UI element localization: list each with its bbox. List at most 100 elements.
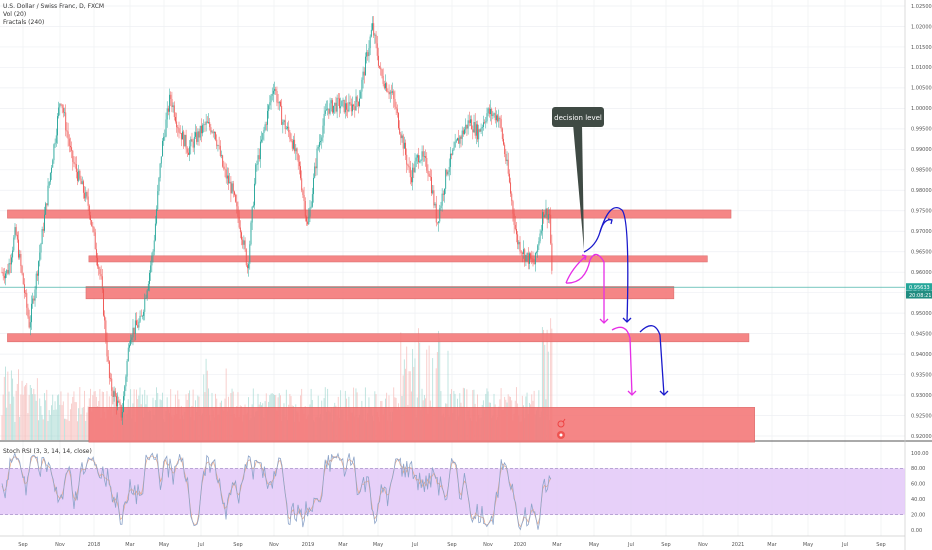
candle-body	[340, 106, 342, 109]
rsi-axis[interactable]: 100.00 80.00 60.00 40.00 20.00 0.00	[911, 451, 929, 534]
price-tick-label: 0.92000	[911, 434, 932, 440]
candle-body	[508, 173, 510, 183]
candle-body	[268, 105, 270, 111]
volume-bar	[36, 378, 38, 440]
volume-bar	[12, 378, 14, 440]
candle-body	[221, 155, 222, 156]
candle-body	[377, 55, 379, 66]
candle-body	[36, 273, 38, 276]
candle-body	[302, 190, 304, 196]
time-tick-label: Jul	[841, 542, 848, 548]
volume-bar	[438, 330, 439, 440]
candle-body	[465, 124, 467, 130]
price-axis[interactable]: 1.02500 1.02000 1.01500 1.01000 1.00500 1.000…	[911, 4, 932, 440]
candle-body	[290, 138, 292, 141]
stoch-rsi-label[interactable]: Stoch RSI (3, 3, 14, 14, close)	[3, 448, 92, 455]
candle-body	[471, 119, 473, 130]
candle-body	[245, 249, 247, 266]
volume-bar	[27, 413, 29, 440]
candle-body	[176, 121, 178, 128]
candle-body	[216, 139, 218, 147]
candle-body	[264, 124, 266, 130]
price-tick-label: 1.01000	[911, 65, 932, 71]
candle-body	[530, 253, 532, 259]
candle-body	[375, 34, 377, 44]
candle-body	[537, 245, 539, 253]
candle-body	[352, 104, 353, 112]
candle-body	[73, 161, 75, 164]
candle-body	[313, 177, 314, 195]
candle-body	[368, 48, 370, 57]
candle-body	[104, 315, 106, 321]
candle-body	[388, 92, 390, 95]
candle-body	[453, 147, 455, 150]
volume-bar	[74, 401, 76, 440]
candle-body	[546, 208, 548, 220]
candle-body	[425, 156, 427, 158]
candle-body	[481, 126, 483, 129]
candle-body	[234, 191, 235, 195]
symbol-title[interactable]: U.S. Dollar / Swiss Franc, D, FXCM	[3, 3, 105, 10]
candle-body	[134, 320, 136, 334]
candle-body	[65, 112, 67, 131]
candle-body	[265, 124, 267, 125]
candle-body	[320, 140, 322, 143]
candle-body	[48, 181, 50, 186]
rsi-k-line	[1, 451, 552, 531]
volume-bar	[56, 395, 58, 440]
candle-body	[454, 141, 456, 148]
candle-body	[451, 153, 453, 155]
candle-body	[470, 119, 471, 123]
candle-body	[294, 139, 296, 152]
candle-body	[124, 386, 126, 397]
candle-body	[110, 378, 112, 379]
candle-body	[484, 122, 486, 123]
candle-body	[339, 98, 340, 109]
candle-body	[187, 152, 189, 155]
time-tick-label: Jul	[197, 542, 204, 548]
volume-bar	[61, 405, 63, 440]
candle-body	[318, 142, 320, 147]
time-axis[interactable]: Sep Nov 2018 Mar May Jul Sep Nov 2019 Mar May Jul Se…	[18, 542, 885, 548]
candle-body	[138, 321, 140, 328]
candle-body	[244, 240, 246, 250]
volume-bar	[60, 391, 62, 440]
candle-body	[434, 203, 436, 206]
volume-indicator-label[interactable]: Vol (20)	[3, 11, 27, 18]
candle-body	[436, 222, 438, 224]
price-tick-label: 0.98500	[911, 168, 932, 174]
candle-body	[13, 237, 15, 251]
candle-body	[464, 129, 466, 135]
candle-body	[427, 170, 429, 174]
volume-bar	[403, 359, 405, 440]
candle-body	[467, 120, 469, 129]
countdown-tag	[906, 291, 932, 299]
time-tick-label: 2020	[514, 542, 527, 548]
time-tick-label: May	[373, 542, 383, 548]
price-tick-label: 0.98000	[911, 188, 932, 194]
volume-bar	[447, 350, 449, 440]
zone-rect	[88, 255, 708, 263]
candle-body	[249, 244, 251, 264]
fractals-indicator-label[interactable]: Fractals (240)	[3, 19, 45, 26]
candle-body	[101, 276, 103, 290]
candle-body	[421, 151, 423, 161]
candle-body	[217, 145, 219, 147]
candle-body	[477, 124, 478, 140]
time-tick-label: Sep	[661, 542, 670, 548]
candle-body	[9, 263, 11, 265]
candle-body	[478, 129, 480, 140]
candle-body	[31, 303, 32, 323]
volume-bar	[62, 401, 64, 440]
candle-body	[190, 139, 192, 147]
candle-body	[42, 229, 44, 231]
volume-bar	[19, 416, 21, 440]
candle-body	[111, 378, 113, 391]
candle-body	[344, 103, 346, 113]
candle-body	[165, 119, 167, 137]
candle-body	[196, 132, 198, 142]
candle-body	[283, 120, 285, 123]
candle-body	[59, 103, 61, 108]
projection-arrowhead	[581, 254, 587, 261]
